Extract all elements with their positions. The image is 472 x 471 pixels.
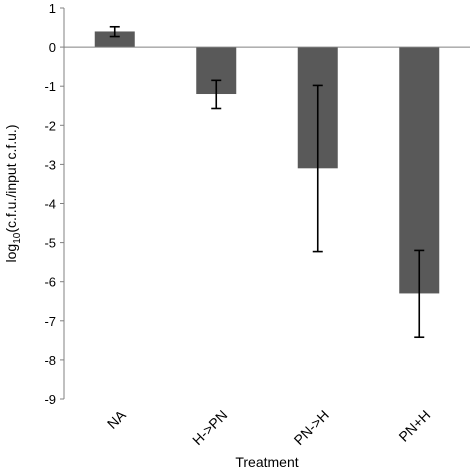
error-bars (109, 25, 425, 339)
x-category-label: PN->H (291, 407, 332, 448)
y-tick-label: -2 (44, 118, 56, 133)
bars (94, 31, 440, 294)
x-axis-title: Treatment (235, 454, 298, 470)
y-axis: 1 0 -1 -2 -3 -4 -5 -6 -7 -8 -9 (44, 1, 64, 407)
error-bar (312, 84, 323, 253)
bar-na (94, 31, 135, 48)
error-bar (109, 25, 120, 38)
y-tick-label: -7 (44, 314, 56, 329)
error-bar (414, 249, 425, 339)
y-tick-label: -6 (44, 275, 56, 290)
y-axis-title-prefix: log (3, 244, 19, 263)
y-tick-label: -8 (44, 353, 56, 368)
y-axis-title-subscript: 10 (12, 232, 23, 244)
x-category-label: H->PN (189, 407, 230, 448)
y-tick-label: 0 (49, 40, 56, 55)
x-category-label: NA (104, 406, 130, 432)
y-axis-title-suffix: (c.f.u./input c.f.u.) (3, 125, 19, 233)
y-tick-label: -5 (44, 236, 56, 251)
x-category-label: PN+H (395, 407, 433, 445)
y-tick-label: -4 (44, 197, 56, 212)
y-tick-label: -3 (44, 157, 56, 172)
y-axis-title: log10(c.f.u./input c.f.u.) (3, 125, 23, 263)
y-tick-label: -1 (44, 79, 56, 94)
error-bar (211, 79, 222, 110)
y-tick-label: 1 (49, 1, 56, 16)
x-axis-category-labels: NA H->PN PN->H PN+H (104, 406, 434, 448)
axes (63, 8, 470, 399)
y-tick-label: -9 (44, 392, 56, 407)
